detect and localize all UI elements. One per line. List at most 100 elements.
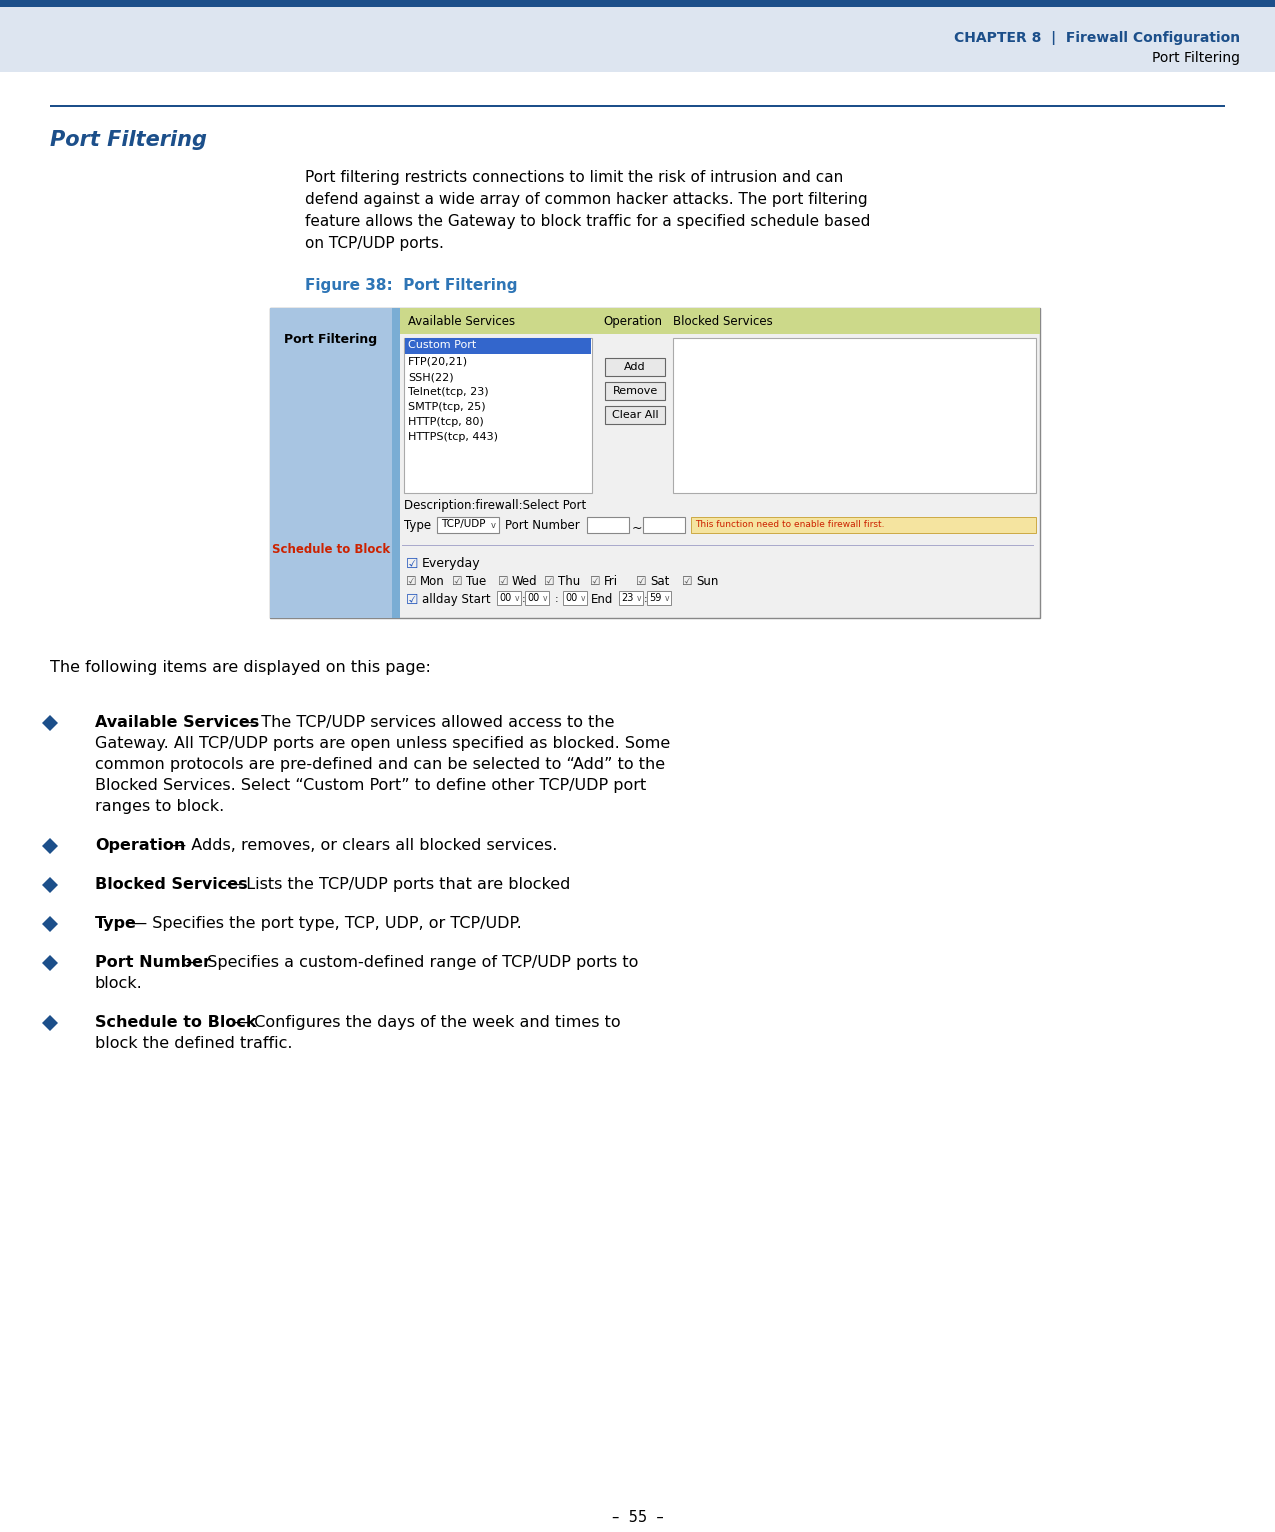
Polygon shape xyxy=(42,916,57,931)
Text: 00: 00 xyxy=(565,593,578,604)
Text: 00: 00 xyxy=(527,593,539,604)
Bar xyxy=(606,406,666,424)
Bar xyxy=(606,381,666,400)
Text: The following items are displayed on this page:: The following items are displayed on thi… xyxy=(50,660,431,676)
Text: Port Number: Port Number xyxy=(96,954,210,970)
Text: 23: 23 xyxy=(621,593,634,604)
Bar xyxy=(270,308,1040,617)
Text: ☑: ☑ xyxy=(405,574,417,588)
Text: Port Filtering: Port Filtering xyxy=(50,130,207,150)
Text: FTP(20,21): FTP(20,21) xyxy=(408,357,468,368)
Text: ☑: ☑ xyxy=(499,574,509,588)
Polygon shape xyxy=(42,715,57,731)
Text: This function need to enable firewall first.: This function need to enable firewall fi… xyxy=(695,519,885,529)
Text: — Specifies the port type, TCP, UDP, or TCP/UDP.: — Specifies the port type, TCP, UDP, or … xyxy=(126,916,521,931)
Text: –  55  –: – 55 – xyxy=(612,1511,663,1524)
Bar xyxy=(525,591,550,605)
Polygon shape xyxy=(42,1016,57,1031)
Text: Add: Add xyxy=(625,362,646,372)
Text: Remove: Remove xyxy=(612,386,658,395)
Bar xyxy=(0,0,1275,8)
Text: Available Services: Available Services xyxy=(408,316,515,328)
Text: 00: 00 xyxy=(499,593,511,604)
Text: — Lists the TCP/UDP ports that are blocked: — Lists the TCP/UDP ports that are block… xyxy=(219,876,570,892)
Text: ☑: ☑ xyxy=(636,574,646,588)
Text: Port Number: Port Number xyxy=(505,519,580,532)
Text: Port filtering restricts connections to limit the risk of intrusion and can: Port filtering restricts connections to … xyxy=(305,170,843,185)
Text: Custom Port: Custom Port xyxy=(408,340,477,349)
Text: 59: 59 xyxy=(649,593,662,604)
Bar xyxy=(643,516,685,533)
Text: Schedule to Block: Schedule to Block xyxy=(96,1016,256,1030)
Polygon shape xyxy=(42,876,57,893)
Bar xyxy=(646,591,671,605)
Text: ☑: ☑ xyxy=(544,574,555,588)
Text: ☑: ☑ xyxy=(682,574,692,588)
Text: Operation: Operation xyxy=(603,316,662,328)
Polygon shape xyxy=(42,954,57,971)
Text: Description:firewall:Select Port: Description:firewall:Select Port xyxy=(404,499,586,512)
Text: Mon: Mon xyxy=(419,574,445,588)
Text: Everyday: Everyday xyxy=(422,558,481,570)
Text: — Adds, removes, or clears all blocked services.: — Adds, removes, or clears all blocked s… xyxy=(166,838,557,853)
Text: ~: ~ xyxy=(632,522,643,535)
Bar xyxy=(404,339,592,493)
Bar xyxy=(564,591,586,605)
Text: common protocols are pre-defined and can be selected to “Add” to the: common protocols are pre-defined and can… xyxy=(96,757,666,772)
Text: Schedule to Block: Schedule to Block xyxy=(272,542,390,556)
Text: Type: Type xyxy=(96,916,136,931)
Text: Sun: Sun xyxy=(696,574,718,588)
Bar xyxy=(400,308,1040,334)
Bar xyxy=(50,106,1225,107)
Text: TCP/UDP: TCP/UDP xyxy=(441,519,486,529)
Text: HTTP(tcp, 80): HTTP(tcp, 80) xyxy=(408,417,483,427)
Text: feature allows the Gateway to block traffic for a specified schedule based: feature allows the Gateway to block traf… xyxy=(305,214,871,228)
Bar xyxy=(497,591,521,605)
Text: :: : xyxy=(521,594,525,604)
Text: — Configures the days of the week and times to: — Configures the days of the week and ti… xyxy=(228,1016,620,1030)
Text: SMTP(tcp, 25): SMTP(tcp, 25) xyxy=(408,401,486,412)
Text: CHAPTER 8  |  Firewall Configuration: CHAPTER 8 | Firewall Configuration xyxy=(954,31,1241,44)
Text: v: v xyxy=(515,594,519,604)
Text: v: v xyxy=(666,594,669,604)
Text: Fri: Fri xyxy=(604,574,618,588)
Text: ☑: ☑ xyxy=(405,558,418,571)
Text: HTTPS(tcp, 443): HTTPS(tcp, 443) xyxy=(408,432,499,443)
Bar xyxy=(270,308,400,617)
Text: Figure 38:  Port Filtering: Figure 38: Port Filtering xyxy=(305,277,518,293)
Text: ranges to block.: ranges to block. xyxy=(96,800,224,813)
Text: v: v xyxy=(581,594,585,604)
Text: v: v xyxy=(638,594,641,604)
Text: on TCP/UDP ports.: on TCP/UDP ports. xyxy=(305,236,444,251)
Text: v: v xyxy=(491,521,496,530)
Text: Telnet(tcp, 23): Telnet(tcp, 23) xyxy=(408,388,488,397)
Text: ☑: ☑ xyxy=(405,593,418,607)
Text: Available Services: Available Services xyxy=(96,715,259,731)
Text: defend against a wide array of common hacker attacks. The port filtering: defend against a wide array of common ha… xyxy=(305,192,867,207)
Bar xyxy=(691,516,1037,533)
Bar xyxy=(0,8,1275,72)
Text: Wed: Wed xyxy=(513,574,538,588)
Text: SSH(22): SSH(22) xyxy=(408,372,454,381)
Text: :: : xyxy=(555,594,558,604)
Bar xyxy=(405,339,592,354)
Text: block the defined traffic.: block the defined traffic. xyxy=(96,1036,292,1051)
Text: Tue: Tue xyxy=(465,574,486,588)
Text: ☑: ☑ xyxy=(453,574,463,588)
Text: Blocked Services. Select “Custom Port” to define other TCP/UDP port: Blocked Services. Select “Custom Port” t… xyxy=(96,778,646,794)
Text: block.: block. xyxy=(96,976,143,991)
Text: — The TCP/UDP services allowed access to the: — The TCP/UDP services allowed access to… xyxy=(236,715,615,731)
Text: v: v xyxy=(543,594,547,604)
Text: Sat: Sat xyxy=(650,574,669,588)
Text: :: : xyxy=(644,594,648,604)
Polygon shape xyxy=(42,838,57,853)
Text: Blocked Services: Blocked Services xyxy=(673,316,773,328)
Bar xyxy=(606,358,666,375)
Bar xyxy=(618,591,643,605)
Bar xyxy=(586,516,629,533)
Text: Port Filtering: Port Filtering xyxy=(1153,51,1241,64)
Text: Port Filtering: Port Filtering xyxy=(284,332,377,346)
Bar xyxy=(391,308,400,617)
Bar xyxy=(437,516,499,533)
Text: Clear All: Clear All xyxy=(612,411,658,420)
